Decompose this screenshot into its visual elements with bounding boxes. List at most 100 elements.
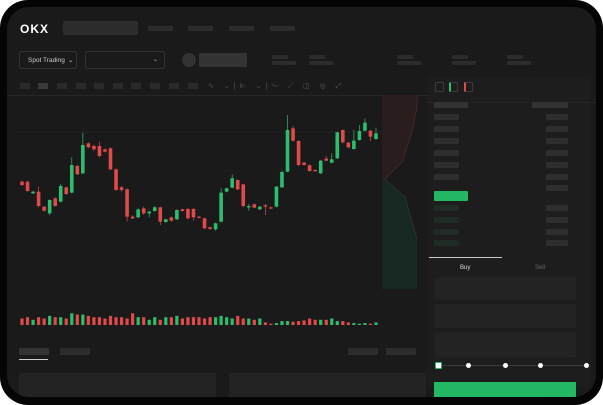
volume-bar [81, 314, 85, 325]
candle-body [241, 184, 246, 206]
bid-amount [546, 240, 568, 246]
pair-name [199, 53, 247, 67]
candle-body [230, 178, 234, 188]
volume-bar [236, 315, 240, 325]
nav-item[interactable] [270, 26, 295, 31]
nav-item[interactable] [148, 26, 173, 31]
stat-label [397, 55, 413, 59]
stat-value [507, 61, 531, 65]
timeframe-button[interactable] [94, 83, 104, 89]
tab-order-history[interactable] [60, 348, 90, 355]
candle-body [352, 140, 356, 149]
tab-open-orders[interactable] [19, 348, 49, 355]
timeframe-button[interactable] [169, 83, 179, 89]
candle-body [119, 187, 124, 190]
volume-bar [213, 317, 218, 325]
candle-body [313, 170, 317, 172]
amount-input[interactable] [435, 304, 576, 328]
active-tab-indicator [429, 257, 502, 258]
volume-bar [368, 323, 373, 325]
timeframe-button[interactable] [188, 83, 198, 89]
spot-trading-dropdown[interactable]: Spot Trading ⌄ [19, 51, 77, 69]
nav-item[interactable] [229, 26, 254, 31]
total-input[interactable] [435, 332, 576, 357]
candle-body [169, 217, 174, 221]
divider [427, 102, 596, 103]
candle-body [307, 165, 312, 171]
volume-bar [70, 313, 74, 325]
volume-bar [191, 317, 196, 325]
candle-body [202, 218, 207, 229]
candle-body [252, 204, 257, 208]
volume-bar [330, 318, 334, 325]
candle-body [53, 198, 57, 206]
active-tab-indicator [19, 359, 48, 360]
ask-price [434, 162, 459, 168]
slider-step-50[interactable] [503, 363, 508, 368]
volume-bar [197, 317, 201, 325]
stat-label [452, 55, 468, 59]
nav-item[interactable] [188, 26, 213, 31]
volume-bar [202, 318, 207, 325]
ask-amount [546, 138, 568, 144]
volume-bar [252, 319, 256, 325]
slider-step-25[interactable] [466, 363, 471, 368]
timeframe-button[interactable] [57, 83, 67, 89]
orderbook-header-price [434, 102, 468, 108]
candle-body [208, 227, 212, 229]
price-input[interactable] [435, 277, 576, 300]
timeframe-button[interactable] [20, 83, 30, 89]
slider-handle[interactable] [435, 362, 442, 369]
candle-body [164, 219, 168, 222]
timeframe-button[interactable] [113, 83, 123, 89]
candle-body [136, 209, 140, 218]
volume-bar [319, 319, 323, 325]
filter-button[interactable] [386, 348, 416, 355]
timeframe-button[interactable] [76, 83, 86, 89]
candle-body [191, 209, 196, 218]
search-bar[interactable] [63, 21, 138, 35]
volume-bar [302, 320, 306, 325]
orderbook-bids-icon[interactable] [449, 82, 458, 92]
volume-bar [285, 321, 290, 325]
candlestick-chart[interactable] [7, 7, 596, 397]
candle-body [158, 207, 163, 222]
volume-bar [164, 317, 168, 325]
stat-label [507, 55, 523, 59]
candle-body [31, 191, 35, 194]
candle-body [285, 130, 290, 172]
slider-step-75[interactable] [538, 363, 543, 368]
candle-body [92, 146, 96, 150]
chart-tool-icons[interactable]: ∿ ⌄|⊫ ⌄|〜 ⟋ ◫ ◎ ⤢ [208, 83, 346, 90]
volume-bar [363, 323, 367, 325]
tab-buy[interactable]: Buy [460, 265, 471, 271]
buy-button[interactable] [434, 382, 576, 397]
volume-bar [230, 318, 234, 325]
volume-bar [280, 321, 284, 325]
filter-button[interactable] [348, 348, 378, 355]
stat-value [397, 61, 421, 65]
ask-price [434, 126, 459, 132]
timeframe-button[interactable] [38, 83, 48, 89]
volume-bar [247, 318, 251, 325]
slider-track[interactable] [439, 365, 587, 366]
ask-price [434, 150, 459, 156]
timeframe-button[interactable] [131, 83, 141, 89]
slider-step-100[interactable] [584, 363, 589, 368]
bid-amount [546, 205, 568, 211]
pair-selector-dropdown[interactable]: ⌄ [85, 51, 165, 69]
okx-logo[interactable]: OKX [20, 22, 50, 36]
candle-body [114, 169, 118, 190]
candle-body [25, 181, 30, 191]
volume-bar [36, 317, 41, 325]
volume-bar [20, 318, 24, 325]
candle-body [219, 192, 223, 222]
orderbook-both-icon[interactable] [435, 82, 444, 92]
candle-body [224, 188, 229, 192]
orderbook-asks-icon[interactable] [464, 82, 473, 92]
timeframe-button[interactable] [150, 83, 160, 89]
volume-bar [142, 317, 146, 325]
volume-bar [274, 323, 279, 325]
ask-amount [546, 185, 568, 191]
tab-sell[interactable]: Sell [535, 265, 546, 271]
